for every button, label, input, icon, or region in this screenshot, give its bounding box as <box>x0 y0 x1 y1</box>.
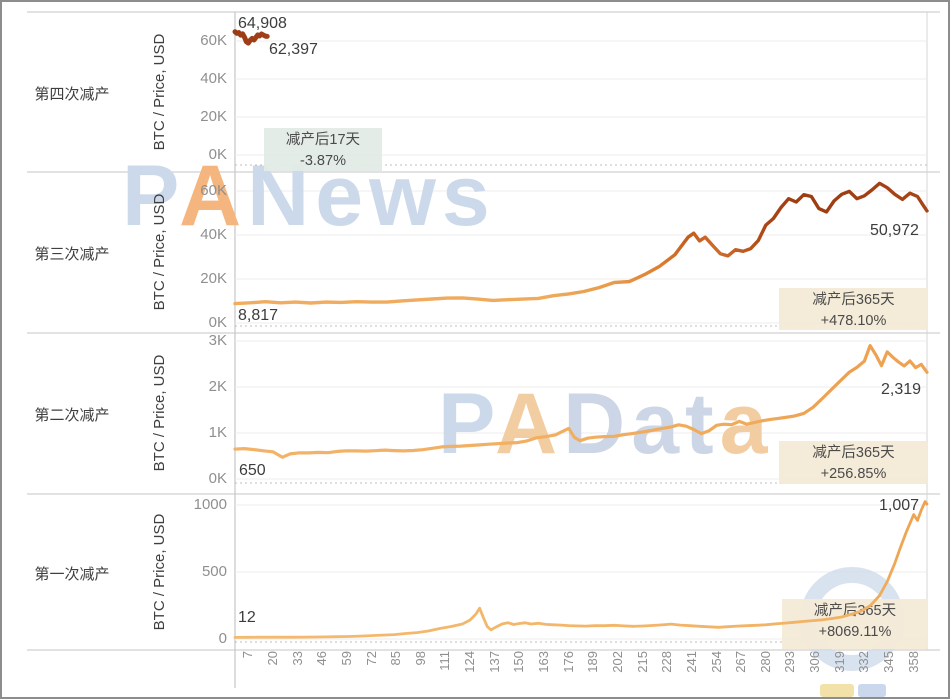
y-tick-label: 0 <box>218 630 227 647</box>
annotation-title: 减产后365天 <box>812 445 895 461</box>
y-axis-title: BTC / Price, USD <box>151 354 168 472</box>
x-tick-label: 228 <box>659 651 675 673</box>
watermark-logo-fragment <box>858 684 886 697</box>
y-tick-label: 0K <box>208 314 227 331</box>
watermark-letter: A <box>494 376 564 472</box>
x-tick-label: 254 <box>708 651 724 673</box>
x-tick-label: 163 <box>536 651 552 673</box>
y-tick-label: 2K <box>208 378 227 395</box>
x-tick-label: 319 <box>831 651 847 673</box>
y-axis-title: BTC / Price, USD <box>151 33 168 151</box>
annotation-box-panel4th: 减产后17天 -3.87% <box>264 128 382 171</box>
watermark-letter: A <box>178 148 248 244</box>
panel-label-3rd-halving: 第三次减产 <box>34 246 110 263</box>
annotation-box-panel2nd: 减产后365天 +256.85% <box>779 441 928 484</box>
watermark-logo-fragment <box>820 684 854 697</box>
x-tick-label: 46 <box>314 651 330 666</box>
x-tick-label: 111 <box>437 651 453 671</box>
end-price-label: 62,397 <box>269 41 318 58</box>
x-tick-label: 293 <box>782 651 798 673</box>
x-tick-label: 332 <box>856 651 872 673</box>
watermark-letter: P <box>438 376 495 472</box>
x-tick-label: 20 <box>264 651 280 666</box>
x-tick-label: 7 <box>240 651 256 659</box>
x-tick-label: 176 <box>560 651 576 673</box>
annotation-box-panel3rd: 减产后365天 +478.10% <box>779 288 928 330</box>
end-price-label: 2,319 <box>881 381 922 398</box>
watermark-letters: Dat <box>563 376 720 472</box>
y-tick-label: 20K <box>200 270 227 287</box>
annotation-title: 减产后365天 <box>812 292 895 308</box>
x-tick-label: 358 <box>905 651 921 673</box>
y-tick-label: 0K <box>208 470 227 487</box>
x-tick-label: 98 <box>412 651 428 666</box>
annotation-title: 减产后17天 <box>285 132 361 148</box>
x-tick-label: 202 <box>609 651 625 673</box>
annotation-title: 减产后365天 <box>813 603 897 619</box>
y-axis-title: BTC / Price, USD <box>151 193 168 311</box>
start-price-label: 12 <box>238 609 256 626</box>
x-tick-label: 280 <box>757 651 773 673</box>
x-tick-label: 124 <box>462 651 478 673</box>
padata-watermark: PAData <box>438 381 774 467</box>
x-tick-label: 85 <box>388 651 404 666</box>
watermark-letter: P <box>122 148 179 244</box>
x-tick-label: 137 <box>486 651 502 673</box>
watermark-letter: a <box>719 376 774 472</box>
y-tick-label: 40K <box>200 70 227 87</box>
x-tick-label: 150 <box>511 651 527 673</box>
start-price-label: 650 <box>239 462 266 479</box>
annotation-value: +256.85% <box>820 466 887 482</box>
end-price-label: 50,972 <box>870 222 919 239</box>
y-tick-label: 500 <box>201 563 227 580</box>
x-tick-label: 345 <box>881 651 897 673</box>
start-price-label: 8,817 <box>238 307 279 324</box>
x-tick-label: 267 <box>733 651 749 673</box>
panel-label-4th-halving: 第四次减产 <box>34 86 110 103</box>
y-tick-label: 3K <box>208 332 227 349</box>
y-axis-title: BTC / Price, USD <box>151 513 168 631</box>
annotation-box-panel1st: 减产后365天 +8069.11% <box>782 599 928 649</box>
y-tick-label: 20K <box>200 108 227 125</box>
y-tick-label: 1000 <box>193 496 227 513</box>
annotation-value: +478.10% <box>820 313 887 329</box>
price-line-series <box>232 29 270 46</box>
start-price-label: 64,908 <box>238 15 287 32</box>
x-tick-label: 215 <box>634 651 650 673</box>
x-tick-label: 72 <box>363 651 379 666</box>
x-tick-label: 189 <box>585 651 601 673</box>
panel-label-2nd-halving: 第二次减产 <box>34 407 110 424</box>
x-tick-label: 306 <box>807 651 823 673</box>
x-tick-label: 241 <box>683 651 699 673</box>
panel-label-1st-halving: 第一次减产 <box>34 566 110 583</box>
x-tick-label: 33 <box>289 651 305 666</box>
annotation-value: +8069.11% <box>818 624 892 640</box>
end-price-label: 1,007 <box>879 497 920 514</box>
y-tick-label: 60K <box>200 32 227 49</box>
annotation-value: -3.87% <box>300 153 346 169</box>
x-tick-label: 59 <box>338 651 354 666</box>
y-tick-label: 1K <box>208 424 227 441</box>
